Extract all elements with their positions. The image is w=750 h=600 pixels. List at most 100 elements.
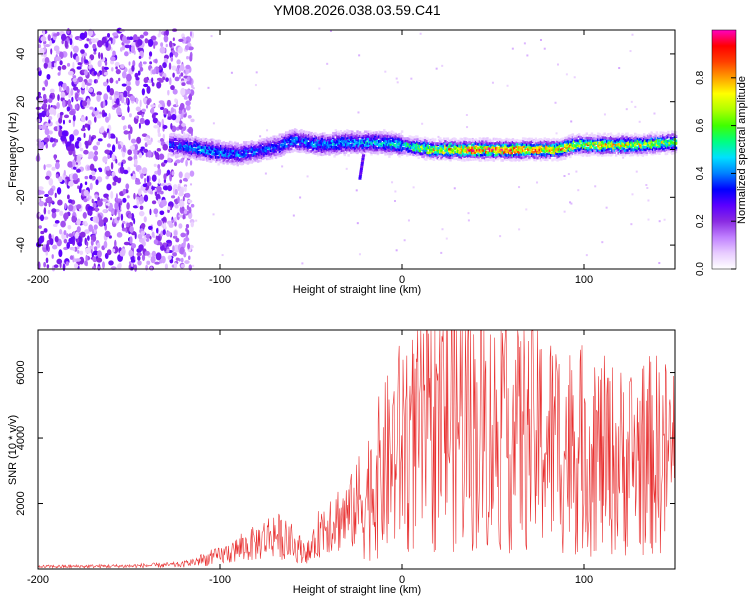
spectrogram-cell (175, 145, 178, 149)
spectrogram-cell (173, 262, 178, 269)
spectrogram-cell (394, 132, 397, 136)
spectrogram-cell (511, 138, 515, 141)
spectrogram-cell (125, 183, 130, 190)
spectrogram-cell (337, 130, 340, 134)
spectrogram-cell (327, 136, 330, 140)
spectrogram-cell (306, 175, 309, 178)
spectrogram-cell (474, 140, 478, 143)
spectrogram-cell (589, 151, 592, 154)
spectrogram-cell (154, 261, 160, 265)
spectrogram-cell (516, 142, 520, 146)
spectrogram-cell (205, 146, 209, 150)
spectrogram-cell (623, 144, 627, 148)
spectrogram-cell (157, 132, 161, 138)
spectrogram-cell (258, 139, 261, 142)
spectrogram-cell (535, 156, 539, 160)
spectrogram-cell (570, 143, 573, 146)
spectrogram-cell (502, 151, 506, 155)
spectrogram-cell (185, 105, 191, 111)
spectrogram-cell (256, 149, 260, 152)
spectrogram-cell (226, 159, 229, 163)
spectrogram-cell (528, 156, 531, 159)
spectrogram-cell (337, 148, 340, 151)
spectrogram-cell (209, 146, 213, 150)
spectrogram-cell (237, 147, 241, 150)
spectrogram-cell (525, 151, 529, 154)
spectrogram-cell (444, 144, 447, 148)
spectrogram-cell (242, 152, 246, 155)
spectrogram-cell (454, 140, 457, 143)
spectrogram-cell (366, 132, 369, 136)
spectrogram-cell (72, 159, 76, 166)
spectrogram-cell (227, 147, 231, 151)
spectrogram-cell (305, 151, 308, 155)
spectrogram-cell (586, 142, 590, 145)
spectrogram-cell (351, 139, 354, 143)
spectrogram-cell (651, 150, 655, 154)
spectrogram-cell (70, 143, 75, 152)
spectrogram-cell (278, 138, 282, 141)
spectrogram-cell (417, 144, 420, 147)
spectrogram-cell (315, 143, 318, 147)
spectrogram-cell (449, 142, 452, 145)
spectrogram-cell (600, 144, 604, 147)
spectrogram-cell (380, 133, 383, 136)
spectrogram-cell (150, 255, 156, 264)
spectrogram-cell (310, 135, 313, 139)
spectrogram-cell (418, 149, 422, 153)
spectrogram-cell (212, 142, 215, 146)
spectrogram-cell (474, 157, 478, 161)
spectrogram-cell (181, 155, 185, 158)
spectrogram-cell (408, 145, 411, 148)
spectrogram-cell (126, 202, 130, 210)
spectrogram-cell (237, 144, 241, 147)
spectrogram-cell (557, 139, 561, 142)
spectrogram-cell (381, 150, 385, 154)
spectrogram-cell (358, 131, 362, 134)
spectrogram-cell (593, 141, 596, 145)
spectrogram-cell (640, 134, 643, 138)
spectrogram-cell (123, 130, 129, 135)
spectrogram-cell (268, 143, 271, 147)
spectrogram-cell (230, 71, 233, 74)
spectrogram-cell (140, 223, 146, 229)
spectrogram-cell (646, 138, 650, 142)
spectrogram-cell (496, 157, 499, 161)
spectrogram-cell (464, 153, 468, 157)
spectrogram-cell (397, 153, 400, 156)
spectrogram-cell (497, 152, 501, 155)
spectrogram-cell (230, 147, 233, 151)
spectrogram-cell (488, 142, 492, 145)
spectrogram-cell (454, 157, 457, 160)
spectrogram-cell (185, 135, 189, 139)
spectrogram-cell (255, 141, 259, 144)
spectrogram-cell (451, 137, 455, 141)
spectrogram-cell (70, 51, 73, 59)
spectrogram-cell (42, 102, 48, 109)
spectrogram-cell (602, 147, 605, 151)
spectrogram-cell (467, 148, 470, 151)
spectrogram-cell (609, 147, 613, 151)
spectrogram-cell (509, 155, 512, 159)
spectrogram-cell (598, 150, 601, 154)
spectrogram-cell (267, 150, 270, 153)
spectrogram-cell (211, 147, 214, 150)
spectrogram-cell (572, 135, 576, 138)
spectrogram-cell (370, 138, 373, 141)
spectrogram-cell (63, 114, 69, 119)
spectrogram-cell (212, 122, 215, 125)
spectrogram-cell (632, 148, 636, 152)
spectrogram-cell (254, 148, 257, 152)
spectrogram-cell (176, 151, 180, 155)
spectrogram-cell (337, 138, 340, 141)
spectrogram-cell (463, 154, 466, 157)
spectrogram-cell (184, 137, 187, 141)
spectrogram-cell (188, 151, 191, 154)
spectrogram-cell (437, 146, 441, 150)
spectrogram-cell (448, 147, 451, 151)
spectrogram-cell (213, 149, 217, 153)
spectrogram-cell (644, 139, 647, 142)
spectrogram-cell (369, 142, 372, 146)
spectrogram-cell (84, 43, 89, 49)
spectrogram-cell (525, 158, 529, 161)
